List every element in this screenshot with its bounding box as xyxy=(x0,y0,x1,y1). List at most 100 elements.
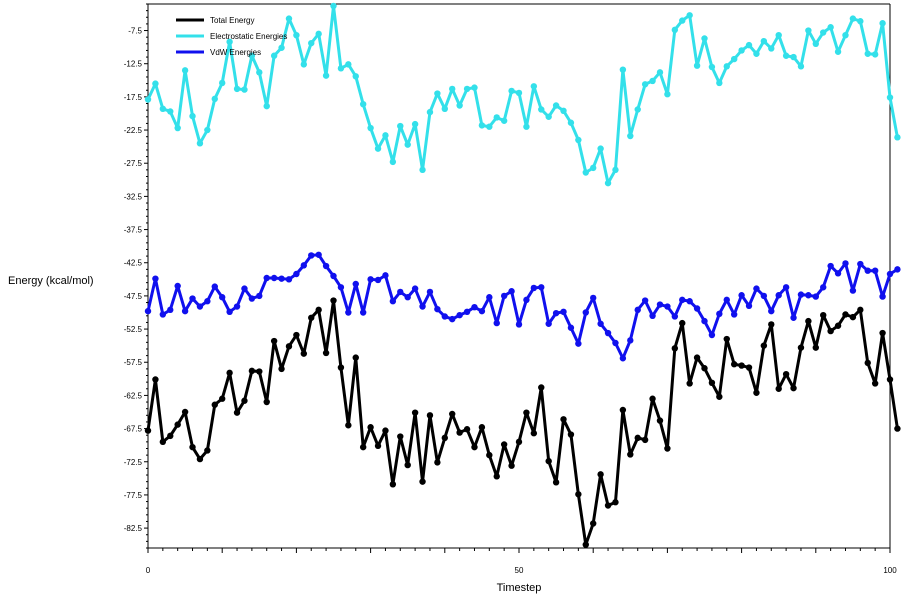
data-point xyxy=(300,350,308,357)
data-point xyxy=(790,53,797,61)
data-point xyxy=(293,270,300,278)
data-point xyxy=(656,301,664,308)
data-point xyxy=(441,434,448,442)
data-point xyxy=(560,107,567,115)
data-point xyxy=(745,41,753,49)
data-point xyxy=(842,31,849,39)
data-point xyxy=(144,307,152,315)
data-point xyxy=(590,294,597,302)
data-point xyxy=(204,126,211,134)
data-point xyxy=(411,285,419,292)
data-point xyxy=(500,117,508,124)
data-point xyxy=(248,367,256,375)
data-point xyxy=(820,311,827,319)
data-point xyxy=(241,86,248,93)
data-point xyxy=(612,166,619,174)
data-point xyxy=(886,376,894,383)
data-point xyxy=(886,270,894,278)
data-point xyxy=(708,63,716,71)
data-point xyxy=(849,15,857,22)
data-point xyxy=(701,317,708,325)
data-point xyxy=(634,106,641,113)
data-point xyxy=(523,296,530,304)
data-point xyxy=(456,429,463,436)
data-point xyxy=(471,84,478,91)
data-point xyxy=(782,52,790,59)
data-point xyxy=(256,69,263,76)
data-point xyxy=(730,311,738,318)
data-point xyxy=(426,412,434,419)
data-point xyxy=(270,274,278,282)
data-point xyxy=(167,306,174,314)
data-point xyxy=(434,305,441,313)
data-point xyxy=(664,91,671,98)
data-point xyxy=(337,284,345,291)
data-point xyxy=(226,38,233,46)
data-point xyxy=(768,321,775,328)
data-point xyxy=(790,384,797,392)
data-point xyxy=(834,270,842,277)
data-point xyxy=(486,294,493,301)
data-point xyxy=(641,436,649,444)
data-point xyxy=(871,380,879,387)
data-point xyxy=(263,274,270,282)
data-point xyxy=(352,354,359,361)
data-point xyxy=(627,132,634,140)
data-point xyxy=(597,320,604,327)
data-point xyxy=(211,95,218,103)
data-point xyxy=(174,421,181,428)
data-point xyxy=(886,94,894,101)
data-point xyxy=(827,262,834,270)
data-point xyxy=(449,85,456,93)
data-point xyxy=(538,384,545,391)
data-point xyxy=(493,473,500,480)
data-point xyxy=(152,275,159,282)
data-point xyxy=(345,61,352,68)
y-tick-label: -72.5 xyxy=(124,458,143,467)
data-point xyxy=(834,48,842,55)
data-point xyxy=(627,337,634,344)
data-point xyxy=(857,18,864,25)
data-point xyxy=(575,340,582,347)
data-point xyxy=(263,102,270,110)
data-point xyxy=(641,297,649,304)
data-point xyxy=(315,306,322,314)
data-point xyxy=(359,443,367,451)
data-point xyxy=(686,380,693,387)
data-point xyxy=(604,502,612,509)
series-1 xyxy=(144,2,901,187)
data-point xyxy=(204,298,211,305)
data-point xyxy=(293,31,300,39)
data-point xyxy=(686,12,693,19)
data-point xyxy=(723,296,730,304)
data-point xyxy=(797,63,805,70)
data-point xyxy=(708,331,716,339)
data-point xyxy=(233,303,241,310)
data-point xyxy=(582,169,589,176)
data-point xyxy=(619,355,627,362)
data-point xyxy=(567,431,575,438)
data-point xyxy=(434,459,441,466)
data-point xyxy=(552,309,560,317)
data-point xyxy=(308,314,315,321)
data-point xyxy=(359,100,367,108)
data-point xyxy=(322,72,330,79)
data-point xyxy=(597,145,604,152)
data-point xyxy=(590,520,597,527)
data-point xyxy=(241,285,248,292)
data-point xyxy=(263,398,270,406)
data-point xyxy=(775,292,782,299)
data-point xyxy=(256,368,263,375)
x-tick-label: 0 xyxy=(146,566,151,575)
data-point xyxy=(560,308,567,316)
data-point xyxy=(730,361,738,368)
data-point xyxy=(864,50,871,57)
data-point xyxy=(760,37,768,45)
data-point xyxy=(738,47,745,54)
data-point xyxy=(671,26,679,34)
data-point xyxy=(582,309,589,316)
series-layer xyxy=(144,2,901,548)
data-point xyxy=(671,345,679,352)
data-point xyxy=(196,303,204,310)
data-point xyxy=(144,427,152,434)
